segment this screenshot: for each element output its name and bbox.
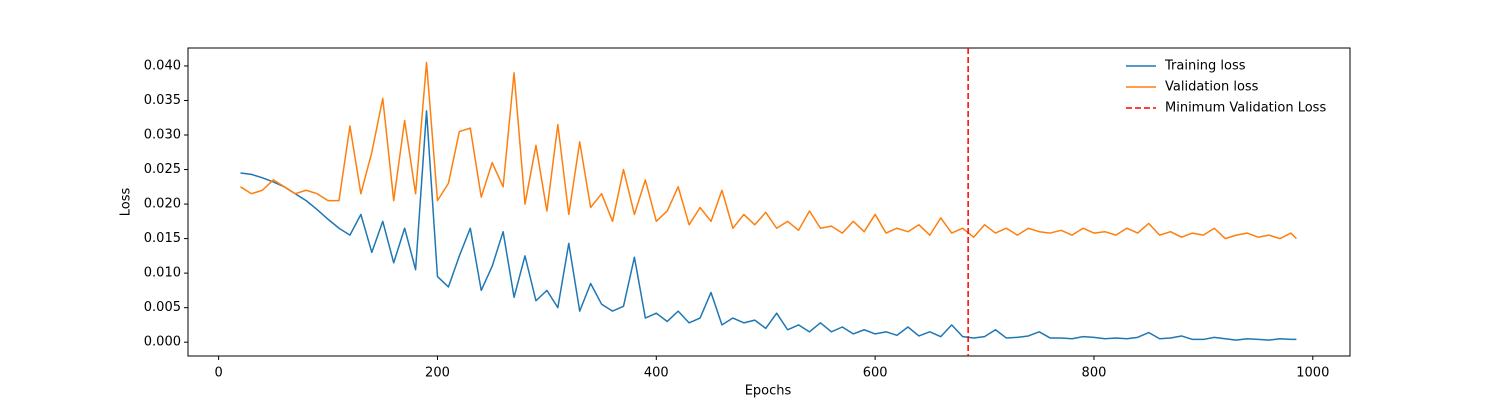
- x-tick-label: 1000: [1296, 366, 1329, 381]
- legend-label: Validation loss: [1165, 80, 1259, 95]
- x-axis-label: Epochs: [745, 384, 792, 399]
- series-line: [240, 110, 1297, 341]
- legend-label: Minimum Validation Loss: [1165, 101, 1326, 116]
- series-line: [240, 61, 1297, 240]
- y-tick-label: 0.000: [144, 335, 181, 350]
- x-tick-label: 0: [214, 366, 222, 381]
- plot-frame: [187, 47, 1351, 357]
- x-tick-label: 400: [644, 366, 669, 381]
- legend-label: Training loss: [1164, 59, 1246, 74]
- y-tick-label: 0.015: [144, 231, 181, 246]
- y-axis-label: Loss: [119, 188, 134, 217]
- y-tick-label: 0.020: [144, 197, 181, 212]
- y-tick-label: 0.040: [144, 58, 181, 73]
- y-tick-label: 0.010: [144, 266, 181, 281]
- y-tick-label: 0.030: [144, 128, 181, 143]
- y-tick-label: 0.035: [144, 93, 181, 108]
- x-tick-label: 200: [425, 366, 450, 381]
- y-tick-label: 0.025: [144, 162, 181, 177]
- x-tick-label: 800: [1082, 366, 1107, 381]
- x-tick-label: 600: [863, 366, 888, 381]
- y-tick-label: 0.005: [144, 300, 181, 315]
